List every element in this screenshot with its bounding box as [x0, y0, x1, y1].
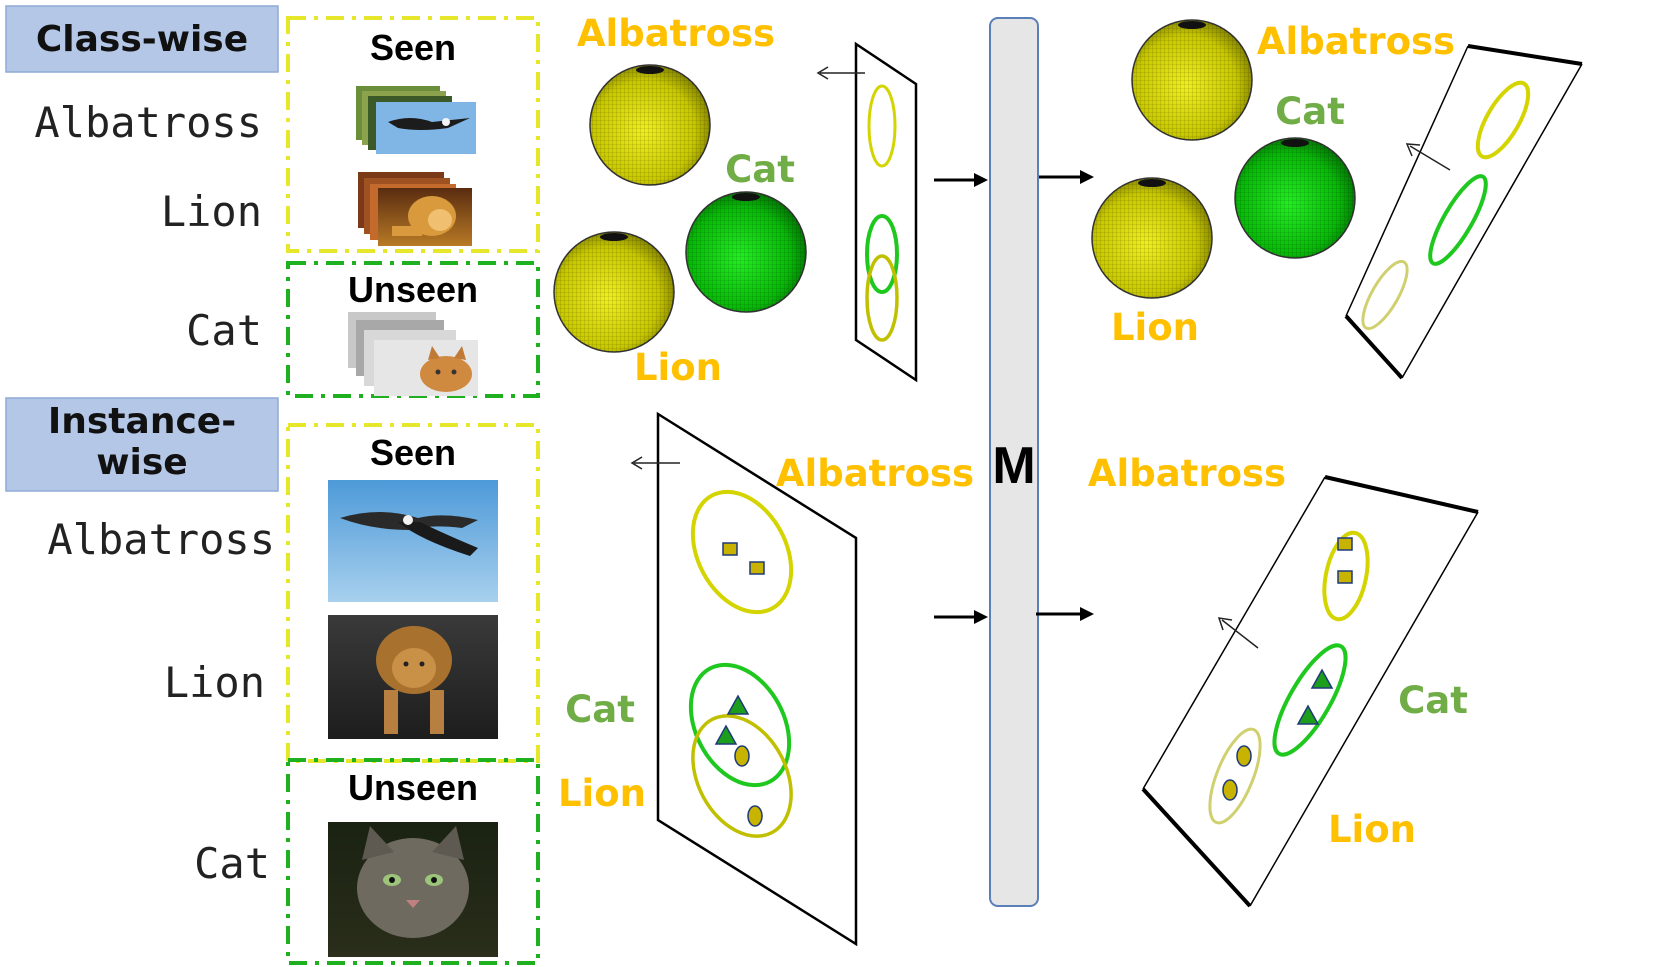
input-label-lion: Lion [634, 346, 722, 389]
albatross-image-stack [356, 86, 476, 154]
normal-arrow-output-class [1405, 143, 1451, 171]
output-projection-plane-instance [1141, 475, 1479, 908]
output-label-lion: Lion [1111, 306, 1199, 349]
instance-output-label-cat: Cat [1398, 679, 1468, 722]
arrow-from-module-instance [1036, 607, 1094, 621]
normal-arrow-output-instance [1217, 617, 1259, 649]
class-seen-label: Seen [370, 27, 456, 68]
output-projection-plane-class [1344, 44, 1583, 380]
output-sphere-lion [1091, 177, 1213, 299]
arrow-from-module-class [1036, 170, 1094, 184]
class-row-label-lion: Lion [161, 187, 262, 236]
output-label-cat: Cat [1275, 90, 1345, 133]
instance-wise-header-line2: wise [96, 442, 187, 483]
class-wise-header: Class-wise [5, 5, 279, 73]
input-sphere-cat [685, 191, 807, 313]
instance-input-label-albatross: Albatross [776, 452, 974, 495]
output-sphere-albatross [1131, 19, 1253, 141]
input-label-cat: Cat [725, 148, 795, 191]
instance-unseen-label: Unseen [348, 767, 478, 808]
input-projection-plane-instance [656, 411, 858, 947]
module-m-label: M [992, 437, 1035, 495]
arrow-to-module-class [934, 173, 988, 187]
normal-arrow-input-class [816, 66, 865, 80]
instance-unseen-box: Unseen [286, 758, 540, 965]
output-label-albatross: Albatross [1257, 20, 1455, 63]
input-sphere-lion [553, 231, 675, 353]
cat-photo [328, 822, 498, 957]
normal-arrow-input-instance [630, 456, 680, 470]
class-seen-box: Seen [286, 16, 540, 253]
instance-row-label-lion: Lion [164, 658, 265, 707]
input-projection-plane-class [854, 41, 918, 383]
instance-seen-box: Seen [286, 423, 540, 763]
class-unseen-box: Unseen [286, 261, 540, 398]
output-sphere-cat [1234, 137, 1356, 259]
class-unseen-label: Unseen [348, 269, 478, 310]
instance-wise-header: Instance- wise [5, 397, 279, 492]
instance-wise-header-line1: Instance- [48, 401, 236, 442]
lion-image-stack [358, 172, 472, 246]
albatross-photo [328, 480, 498, 602]
instance-seen-label: Seen [370, 432, 456, 473]
cat-image-stack [348, 312, 478, 396]
module-m: M [989, 17, 1039, 907]
instance-input-label-lion: Lion [558, 772, 646, 815]
instance-row-label-cat: Cat [194, 839, 270, 888]
lion-photo [328, 615, 498, 739]
input-sphere-albatross [589, 64, 711, 186]
input-label-albatross: Albatross [577, 12, 775, 55]
instance-output-label-lion: Lion [1328, 808, 1416, 851]
instance-input-label-cat: Cat [565, 688, 635, 731]
class-wise-header-label: Class-wise [36, 19, 248, 60]
class-row-label-cat: Cat [186, 306, 262, 355]
instance-output-label-albatross: Albatross [1088, 452, 1286, 495]
instance-row-label-albatross: Albatross [47, 515, 275, 564]
arrow-to-module-instance [934, 610, 988, 624]
class-row-label-albatross: Albatross [34, 98, 262, 147]
